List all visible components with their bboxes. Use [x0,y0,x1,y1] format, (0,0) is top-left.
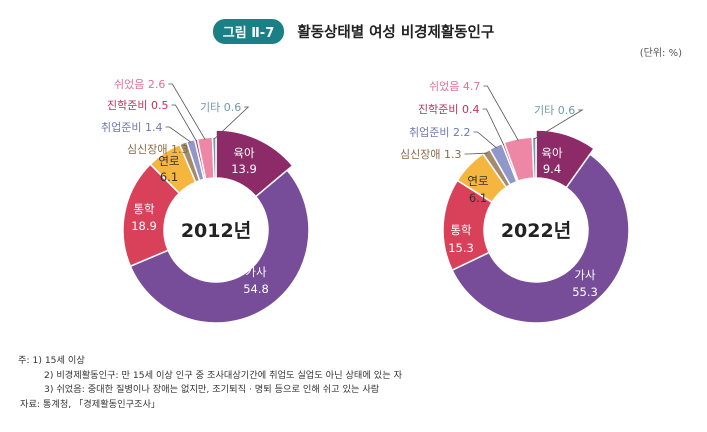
leader-line-1-4 [464,152,488,155]
slice-1-1 [451,153,630,324]
slice-label-0-6: 진학준비 0.5 [107,99,168,112]
slice-label-1-6: 진학준비 0.4 [418,103,479,116]
slice-value-1-0: 9.4 [543,162,561,176]
unit-label: (단위: %) [639,48,682,59]
note-line-3: 3) 쉬었음: 중대한 질병이나 장애는 없지만, 조기퇴직 · 명퇴 등으로 … [44,384,380,395]
leader-line-0-7 [168,83,206,140]
slice-label-1-5: 취업준비 2.2 [409,126,470,139]
center-label-0: 2012년 [181,220,251,242]
slice-value-1-2: 15.3 [448,241,474,255]
slice-value-1-3: 6.1 [469,191,487,205]
leader-line-1-8 [533,109,584,140]
slice-label-0-7: 쉬었음 2.6 [114,78,165,91]
note-line-1: 주: 1) 15세 이상 [18,355,85,366]
leader-line-1-7 [483,85,519,141]
slice-category-0-1: 가사 [245,265,267,279]
slice-value-1-1: 55.3 [572,285,598,299]
leader-line-0-6 [171,104,197,142]
slice-label-1-8: 기타 0.6 [534,104,575,117]
footnotes: 주: 1) 15세 이상 2) 비경제활동인구: 만 15세 이상 인구 중 조… [18,354,402,412]
slice-category-0-0: 육아 [233,146,255,160]
slice-label-0-8: 기타 0.6 [200,101,241,114]
leader-line-0-8 [214,106,250,140]
source-line: 자료: 통계청, 「경제활동인구조사」 [20,398,161,410]
slice-value-0-0: 13.9 [231,162,257,176]
leader-line-1-6 [482,108,505,146]
slice-category-1-2: 통학 [450,223,472,237]
leader-line-1-5 [473,131,497,149]
slice-0-1 [129,169,310,324]
slice-category-1-3: 연로 [467,174,488,188]
slice-category-1-1: 가사 [574,268,596,282]
slice-label-0-4: 심신장애 1.3 [127,143,188,156]
slice-value-0-3: 6.1 [160,170,178,184]
center-label-1: 2022년 [501,220,571,242]
figure-title: 활동상태별 여성 비경제활동인구 [297,25,495,41]
slice-category-1-0: 육아 [541,146,563,160]
slice-label-0-5: 취업준비 1.4 [101,121,162,134]
figure-header: 그림 Ⅱ-7 활동상태별 여성 비경제활동인구 [0,19,707,44]
figure-number-badge: 그림 Ⅱ-7 [212,19,285,44]
slice-0-0 [215,129,294,198]
slice-label-1-4: 심신장애 1.3 [400,148,461,161]
slice-value-0-2: 18.9 [131,219,157,233]
donut-charts: 육아 13.9 가사 54.8 통학 18.9 연로 6.1 심신장애 1.3 취업준비 1.4 진… [101,78,630,324]
slice-category-0-3: 연로 [158,154,179,168]
slice-0-8 [211,136,217,179]
slice-label-1-7: 쉬었음 4.7 [429,80,480,93]
note-line-2: 2) 비경제활동인구: 만 15세 이상 인구 중 조사대상기간에 취업도 실업… [44,369,403,381]
slice-value-0-1: 54.8 [243,282,269,296]
slice-category-0-2: 통학 [133,202,155,216]
leader-line-0-5 [165,126,192,143]
slice-1-8 [531,136,537,179]
slice-1-0 [535,129,596,189]
